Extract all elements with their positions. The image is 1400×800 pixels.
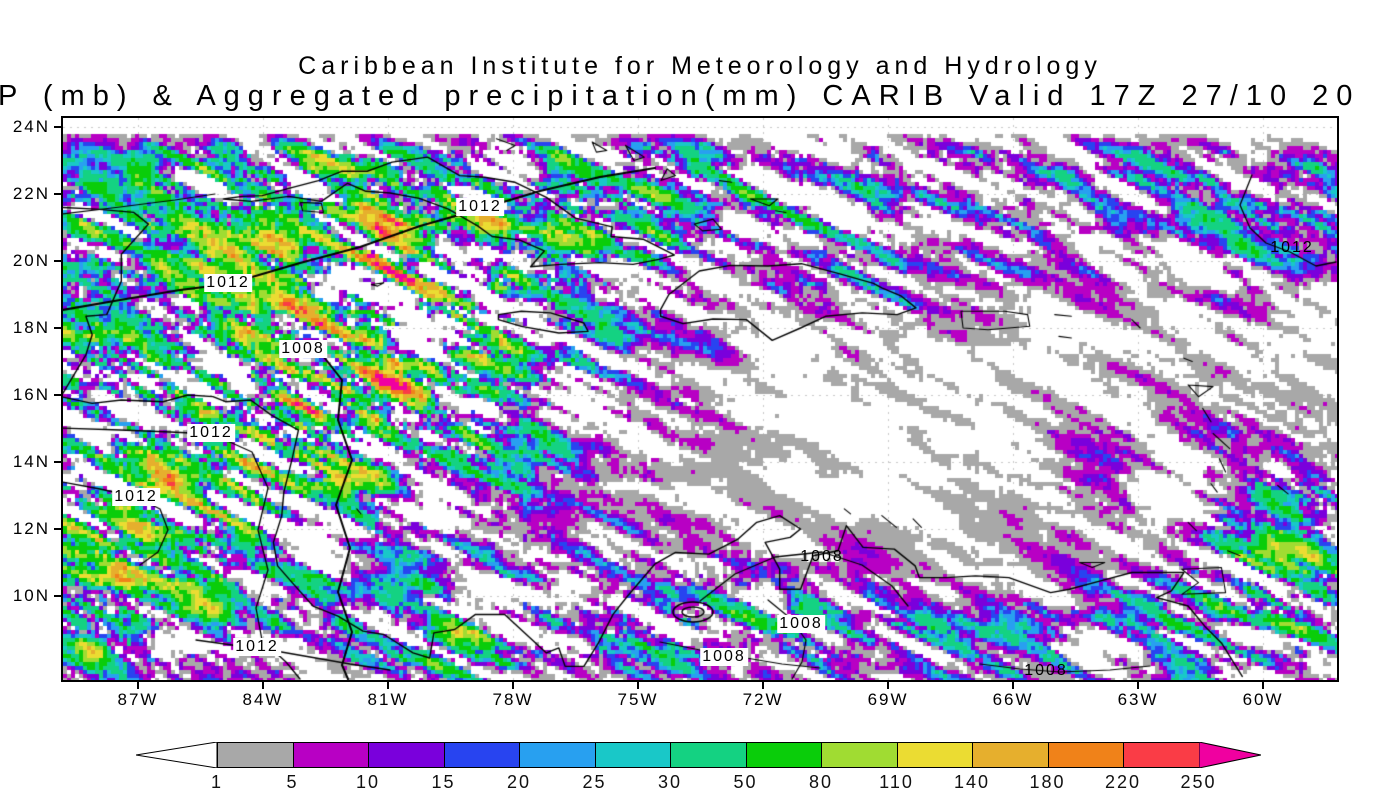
lon-tick (1262, 680, 1265, 689)
lon-tick-label: 78W (492, 690, 534, 709)
lat-tick-label: 12N (12, 519, 50, 538)
colorbar-segment (368, 742, 445, 768)
colorbar-level-label: 250 (1180, 772, 1217, 792)
lon-tick-label: 66W (992, 690, 1034, 709)
lon-tick (262, 680, 264, 689)
lon-tick (887, 680, 890, 689)
isobar-label: 1008 (279, 340, 327, 358)
colorbar-level-label: 20 (506, 772, 532, 792)
lat-tick-label: 22N (12, 184, 50, 203)
colorbar-level-label: 10 (355, 772, 381, 792)
colorbar-segment (745, 742, 822, 768)
isobar-label: 1012 (1270, 239, 1314, 256)
colorbar-level-label: 15 (431, 772, 456, 792)
colorbar-segment (972, 742, 1049, 768)
isobar-label: 1012 (204, 274, 252, 292)
lat-tick (54, 394, 63, 396)
lon-tick (137, 680, 139, 689)
colorbar-overflow-arrow (1198, 741, 1261, 773)
lon-tick (637, 680, 640, 689)
colorbar-level-label: 50 (733, 772, 758, 792)
colorbar-segment (519, 742, 596, 768)
lon-tick-label: 87W (117, 690, 159, 709)
lat-tick-label: 14N (12, 452, 50, 471)
lon-tick (1012, 680, 1015, 689)
colorbar-segment (594, 742, 671, 768)
colorbar-level-label: 140 (953, 772, 991, 792)
lat-tick (54, 528, 63, 530)
isobar-label: 1008 (777, 615, 825, 633)
chart-subtitle: P (mb) & Aggregated precipitation(mm) CA… (0, 80, 1361, 112)
map-canvas (63, 118, 1337, 680)
lon-tick (1137, 680, 1140, 689)
colorbar-level-label: 30 (657, 772, 683, 792)
isobar-label: 1012 (112, 488, 160, 506)
lat-tick-label: 24N (12, 117, 50, 136)
lon-tick-label: 75W (617, 690, 659, 709)
lon-tick-label: 72W (742, 690, 784, 709)
colorbar-underflow-arrow (135, 741, 218, 773)
lat-tick (54, 193, 63, 195)
colorbar-level-label: 220 (1104, 772, 1142, 792)
lat-tick (54, 461, 63, 463)
lon-tick-label: 84W (242, 690, 284, 709)
lon-tick-label: 81W (367, 690, 409, 709)
lat-tick-label: 16N (12, 385, 50, 404)
colorbar-segment (896, 742, 973, 768)
lon-tick-label: 69W (867, 690, 909, 709)
map-plot-area: 1012 1012 1008 1012 1012 1012 1008 1008 1008 1008… (61, 116, 1339, 682)
lat-tick-label: 18N (12, 318, 50, 337)
lon-tick (762, 680, 765, 689)
colorbar-level-label: 110 (879, 772, 914, 792)
colorbar-segment (292, 742, 369, 768)
colorbar-level-label: 180 (1029, 772, 1066, 792)
lon-tick-label: 63W (1117, 690, 1159, 709)
isobar-label: 1012 (187, 424, 235, 442)
lat-tick (54, 327, 63, 329)
isobar-label: 1008 (800, 548, 844, 565)
lat-tick (54, 595, 63, 597)
lat-tick (54, 260, 63, 262)
lat-tick (54, 126, 63, 128)
colorbar-segment (1123, 742, 1200, 768)
isobar-label: 1012 (233, 638, 281, 656)
lon-tick (512, 680, 515, 689)
colorbar-level-label: 1 (210, 772, 223, 792)
chart-title: Caribbean Institute for Meteorology and … (298, 52, 1102, 80)
lon-tick-label: 60W (1242, 690, 1284, 709)
colorbar-segment (670, 742, 747, 768)
lon-tick (387, 680, 390, 689)
colorbar-segment (821, 742, 898, 768)
isobar-label: 1012 (456, 198, 504, 216)
colorbar-level-label: 5 (286, 772, 299, 792)
colorbar-level-label: 80 (808, 772, 834, 792)
colorbar-segment (1047, 742, 1124, 768)
colorbar-level-label: 25 (582, 772, 607, 792)
lat-tick-label: 10N (12, 586, 50, 605)
colorbar-segment (443, 742, 520, 768)
isobar-label: 1008 (1024, 662, 1068, 679)
isobar-label: 1008 (700, 648, 748, 666)
colorbar-segment (217, 742, 294, 768)
lat-tick-label: 20N (12, 251, 50, 270)
